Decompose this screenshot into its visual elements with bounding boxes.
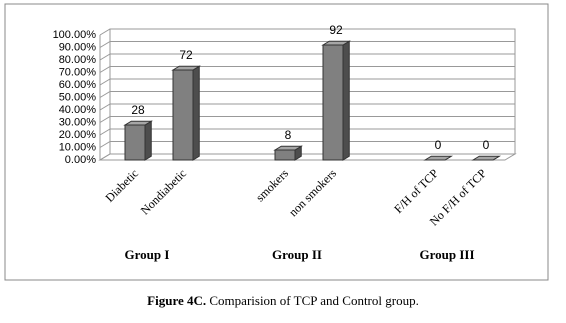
bar <box>172 69 194 161</box>
caption-text: Comparision of TCP and Control group. <box>209 293 418 308</box>
y-tick-label: 40.00% <box>59 104 97 116</box>
caption-label: Figure 4C. <box>147 293 206 308</box>
bar-side <box>192 65 200 161</box>
y-tick-label: 0.00% <box>65 154 96 166</box>
value-label: 0 <box>483 138 490 152</box>
bar-side <box>342 40 350 161</box>
grid-line <box>99 41 515 48</box>
y-tick-label: 60.00% <box>59 79 97 91</box>
value-label: 28 <box>131 103 145 117</box>
group-label: Group III <box>419 247 474 262</box>
y-tick-label: 80.00% <box>59 54 97 66</box>
value-label: 92 <box>329 23 343 37</box>
y-tick-label: 50.00% <box>59 91 97 103</box>
bar-side <box>144 120 152 161</box>
grid-line <box>99 116 515 123</box>
y-tick-label: 100.00% <box>53 29 97 41</box>
y-tick-label: 20.00% <box>59 129 97 141</box>
value-label: 8 <box>285 128 292 142</box>
grid-line <box>99 153 515 161</box>
y-tick-label: 30.00% <box>59 116 97 128</box>
bar <box>274 149 296 161</box>
grid-line <box>99 78 515 86</box>
caption: Figure 4C. Comparision of TCP and Contro… <box>147 293 419 308</box>
value-label: 72 <box>179 48 193 62</box>
grid-line <box>99 103 515 111</box>
bar-top <box>471 155 502 161</box>
grid-line <box>99 91 515 98</box>
y-tick-label: 70.00% <box>59 66 97 78</box>
y-tick-label: 90.00% <box>59 41 97 53</box>
bar <box>322 44 344 161</box>
grid-line <box>99 128 515 136</box>
bar <box>124 124 146 161</box>
y-tick-label: 10.00% <box>59 141 97 153</box>
group-label: Group I <box>125 247 170 262</box>
grid-line <box>99 53 515 61</box>
grid-line <box>99 141 515 148</box>
bar-top <box>423 155 454 161</box>
group-label: Group II <box>272 247 322 262</box>
grid-line <box>99 28 515 36</box>
grid-line <box>99 66 515 73</box>
value-label: 0 <box>435 138 442 152</box>
floor <box>98 153 517 161</box>
